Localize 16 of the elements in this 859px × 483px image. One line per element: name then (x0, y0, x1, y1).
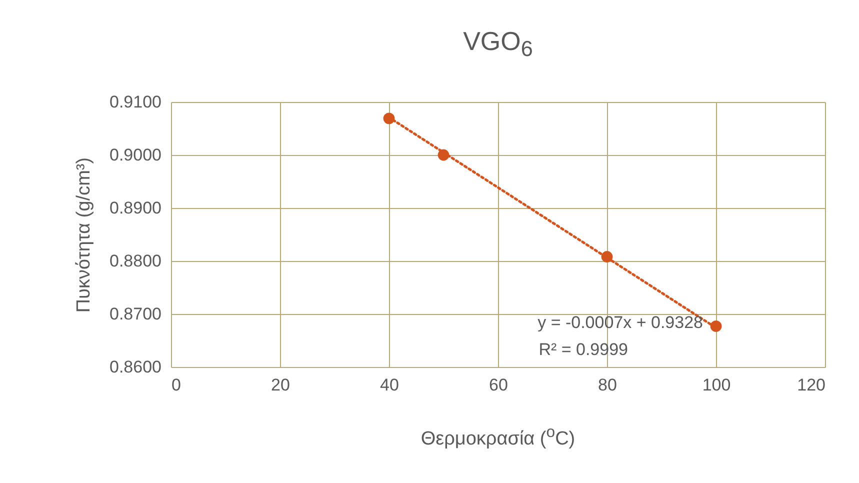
y-axis-title: Πυκνότητα (g/cm³) (74, 157, 95, 313)
x-tick-label: 40 (380, 376, 399, 394)
x-tick-label: 120 (797, 376, 826, 394)
y-tick-label: 0.8900 (110, 198, 162, 218)
y-tick-label: 0.8700 (110, 304, 162, 324)
x-tick-label: 20 (271, 376, 290, 394)
y-tick-label: 0.8800 (110, 252, 162, 270)
x-tick-label: 0 (172, 376, 181, 394)
x-axis-title: Θερμοκρασία ($^{o}$C) (420, 424, 576, 450)
chart-title: VGO$_{6}$ (463, 26, 533, 62)
y-tick-label: 0.9100 (110, 92, 162, 112)
x-tick-label: 100 (702, 376, 731, 394)
x-tick-label: 80 (598, 376, 617, 394)
y-tick-label: 0.8600 (110, 358, 162, 376)
y-tick-label: 0.9000 (110, 146, 162, 164)
x-tick-label: 60 (489, 376, 508, 394)
